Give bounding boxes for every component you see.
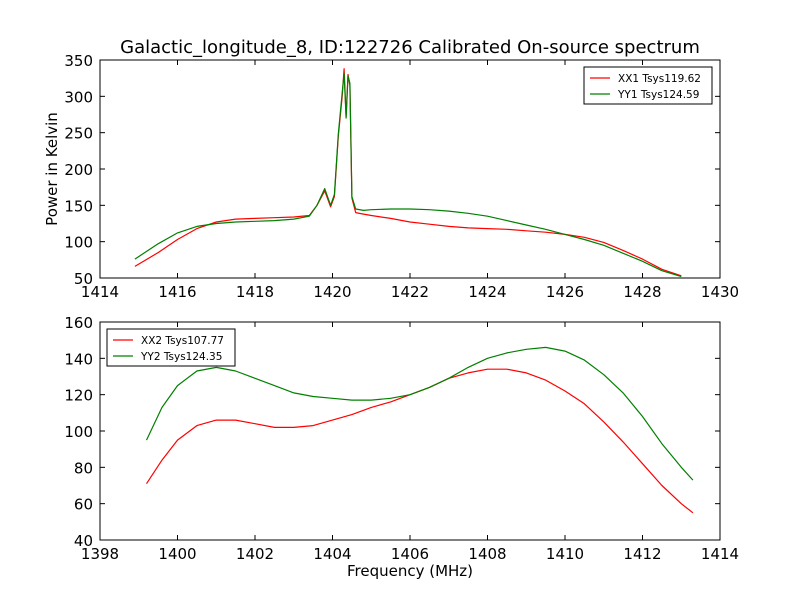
bottom-spectrum-plot: 1398 1400 1402 1404 1406 1408 1410 1412 1414 40 60… bbox=[64, 314, 739, 580]
y-tick-label: 40 bbox=[74, 532, 93, 550]
x-tick-label: 1418 bbox=[236, 283, 274, 301]
x-tick-label: 1414 bbox=[701, 545, 739, 563]
y-tick-label: 160 bbox=[64, 314, 93, 332]
y-tick-label: 200 bbox=[64, 161, 93, 179]
x-tick-label: 1404 bbox=[313, 545, 351, 563]
x-tick-label: 1410 bbox=[546, 545, 584, 563]
x-tick-label: 1426 bbox=[546, 283, 584, 301]
y-tick-label: 140 bbox=[64, 350, 93, 368]
y-tick-label: 50 bbox=[74, 270, 93, 288]
y-tick-label: 350 bbox=[64, 52, 93, 70]
figure-title: Galactic_longitude_8, ID:122726 Calibrat… bbox=[120, 37, 700, 58]
y-tick-label: 100 bbox=[64, 423, 93, 441]
y-tick-label: 150 bbox=[64, 197, 93, 215]
legend-box bbox=[106, 328, 236, 367]
x-tick-label: 1422 bbox=[391, 283, 429, 301]
legend-box bbox=[583, 66, 713, 105]
legend-label: YY1 Tsys124.59 bbox=[617, 89, 699, 101]
legend: XX2 Tsys107.77 YY2 Tsys124.35 bbox=[106, 328, 236, 367]
legend-label: XX2 Tsys107.77 bbox=[141, 335, 224, 347]
x-tick-label: 1412 bbox=[623, 545, 661, 563]
legend-label: XX1 Tsys119.62 bbox=[618, 73, 701, 85]
x-tick-label: 1414 bbox=[81, 283, 119, 301]
y-tick-label: 120 bbox=[64, 387, 93, 405]
x-tick-label: 1416 bbox=[158, 283, 196, 301]
y-axis-label: Power in Kelvin bbox=[43, 112, 61, 226]
legend-label: YY2 Tsys124.35 bbox=[140, 351, 222, 363]
x-tick-label: 1430 bbox=[701, 283, 739, 301]
x-tick-label: 1400 bbox=[158, 545, 196, 563]
series-line-yy1 bbox=[134, 72, 682, 278]
legend: XX1 Tsys119.62 YY1 Tsys124.59 bbox=[583, 66, 713, 105]
y-tick-label: 250 bbox=[64, 125, 93, 143]
y-tick-label: 60 bbox=[74, 496, 93, 514]
x-tick-label: 1398 bbox=[81, 545, 119, 563]
y-tick-label: 100 bbox=[64, 234, 93, 252]
x-tick-label: 1402 bbox=[236, 545, 274, 563]
x-tick-label: 1406 bbox=[391, 545, 429, 563]
y-tick-label: 80 bbox=[74, 459, 93, 477]
x-tick-label: 1408 bbox=[468, 545, 506, 563]
y-tick-label: 300 bbox=[64, 88, 93, 106]
x-tick-label: 1420 bbox=[313, 283, 351, 301]
x-tick-label: 1428 bbox=[623, 283, 661, 301]
series-line-yy2 bbox=[145, 346, 694, 481]
top-spectrum-plot: 1414 1416 1418 1420 1422 1424 1426 1428 1430 50 10… bbox=[43, 52, 739, 301]
x-tick-label: 1424 bbox=[468, 283, 506, 301]
x-axis-label: Frequency (MHz) bbox=[347, 562, 473, 580]
